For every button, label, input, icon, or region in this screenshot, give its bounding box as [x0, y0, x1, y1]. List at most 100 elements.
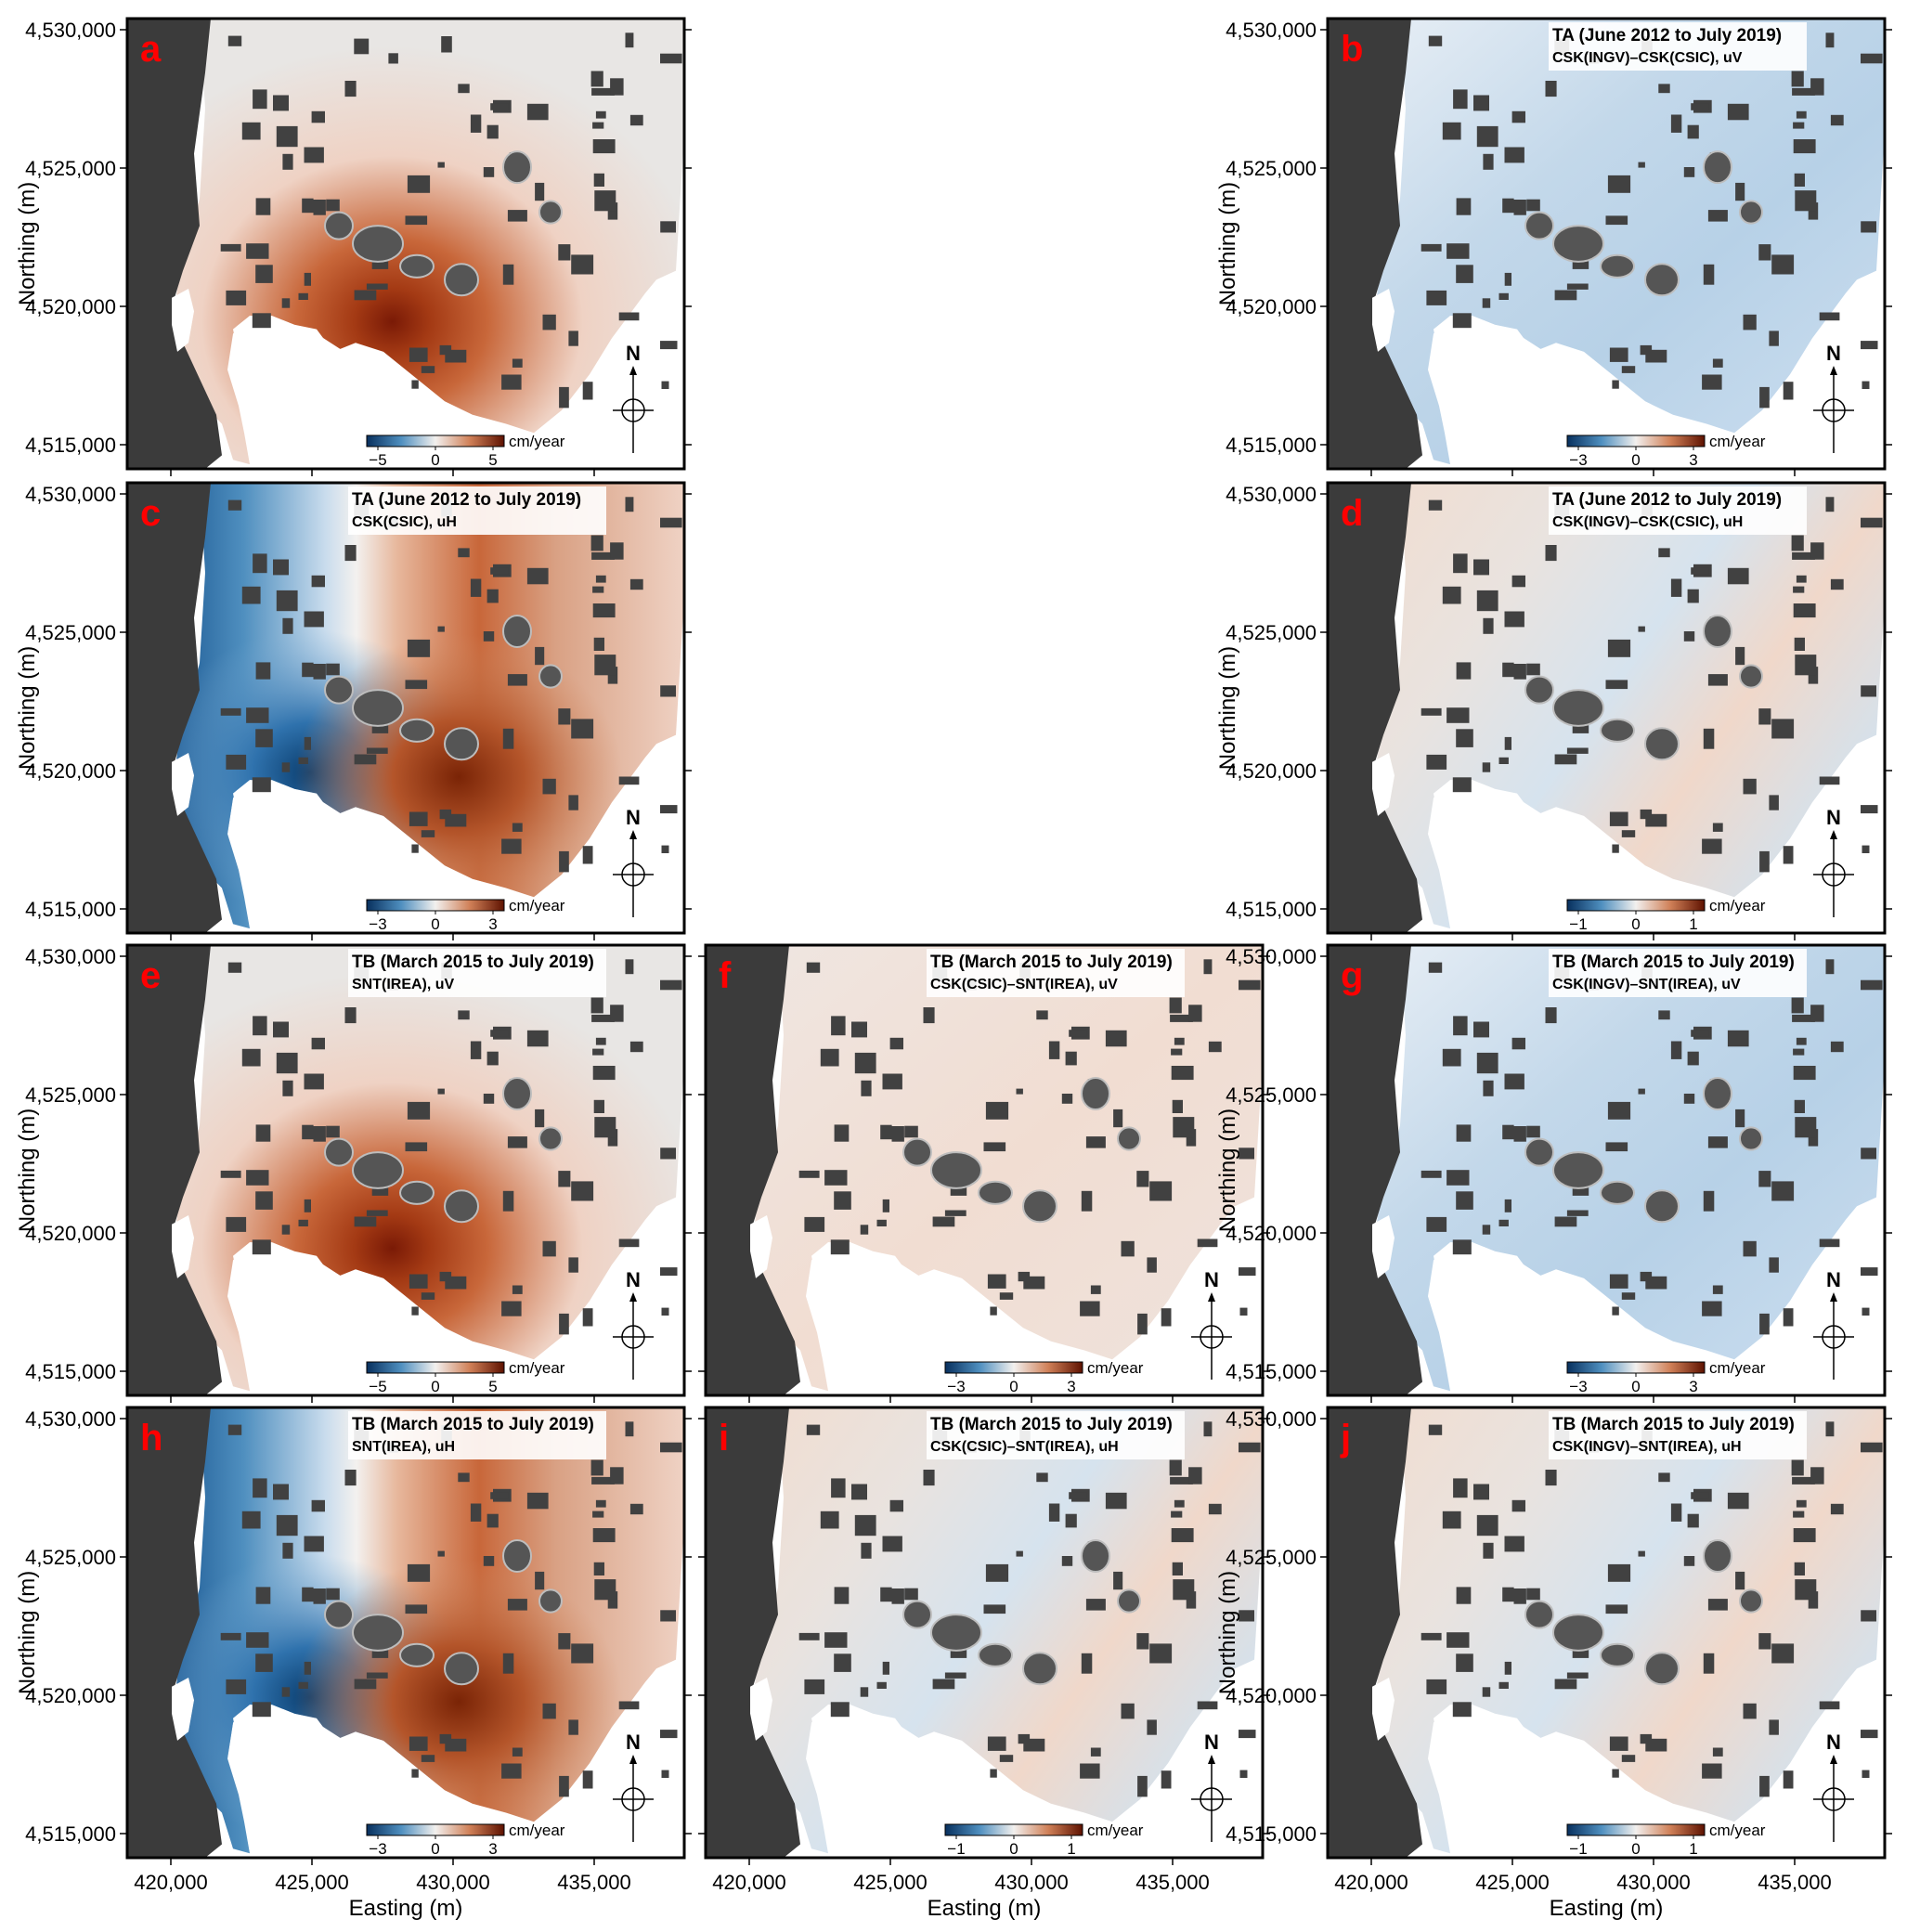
no-data-patch — [1727, 567, 1749, 585]
no-data-patch — [923, 1470, 935, 1486]
no-data-patch — [409, 811, 428, 826]
panel-subtitle: CSK(CSIC), uH — [352, 514, 457, 530]
no-data-patch — [281, 1687, 291, 1697]
panel-title: TA (June 2012 to July 2019) — [1552, 490, 1782, 510]
no-data-patch — [876, 1681, 887, 1689]
no-data-patch — [1081, 1653, 1093, 1674]
no-data-patch — [1743, 1240, 1757, 1257]
colorbar-tick-label: 3 — [1689, 451, 1697, 469]
no-data-patch — [298, 292, 308, 300]
no-data-patch — [298, 1219, 308, 1226]
no-data-patch — [1161, 1770, 1172, 1789]
no-data-patch — [1170, 1476, 1193, 1485]
no-data-patch — [220, 243, 241, 252]
no-data-patch — [1712, 1285, 1723, 1294]
crater-relief — [930, 1614, 982, 1652]
no-data-patch — [302, 198, 314, 214]
pozzuoli-bay — [233, 1705, 372, 1755]
no-data-patch — [1861, 1730, 1878, 1739]
no-data-patch — [1605, 215, 1628, 226]
panel-letter: f — [719, 955, 732, 996]
no-data-patch — [1545, 545, 1557, 562]
no-data-patch — [1498, 292, 1509, 300]
no-data-patch — [1683, 1094, 1695, 1104]
no-data-patch — [483, 1556, 495, 1566]
no-data-patch — [1452, 313, 1472, 329]
no-data-patch — [1702, 1301, 1722, 1316]
no-data-patch — [876, 1219, 887, 1226]
no-data-patch — [1504, 611, 1524, 628]
no-data-patch — [1511, 110, 1525, 123]
no-data-patch — [882, 1073, 902, 1090]
colorbar-tick-label: −1 — [1569, 1840, 1587, 1858]
crater-relief — [1600, 718, 1635, 743]
no-data-patch — [542, 314, 556, 331]
no-data-patch — [1482, 762, 1491, 772]
no-data-patch — [1612, 380, 1619, 389]
northing-tick-label: 4,515,000 — [25, 434, 116, 457]
north-arrowhead — [629, 1755, 637, 1764]
compass-ring — [1822, 398, 1846, 422]
no-data-patch — [344, 545, 357, 562]
colorbar-tick-label: −5 — [369, 451, 386, 469]
no-data-patch — [1735, 1109, 1745, 1128]
no-data-patch — [1830, 1041, 1844, 1053]
no-data-patch — [1825, 1421, 1835, 1437]
title-box — [1549, 22, 1807, 71]
no-data-patch — [591, 87, 615, 96]
shaded-relief-coast — [1328, 19, 1422, 469]
north-label: N — [1204, 1268, 1219, 1291]
no-data-patch — [1203, 959, 1213, 975]
no-data-patch — [1861, 805, 1878, 814]
map-panel-f: f TB (March 2015 to July 2019) CSK(CSIC)–S… — [698, 943, 1270, 1403]
no-data-patch — [1239, 1148, 1254, 1160]
no-data-patch — [1670, 578, 1682, 597]
no-data-patch — [932, 1216, 955, 1227]
no-data-patch — [405, 215, 428, 226]
no-data-patch — [820, 1048, 839, 1067]
crater-relief — [930, 1151, 982, 1189]
no-data-patch — [483, 167, 495, 177]
map-panel-a: a cm/year −5 0 5 N — [120, 17, 692, 476]
no-data-patch — [1771, 719, 1795, 739]
compass-ring — [1200, 1787, 1224, 1811]
no-data-patch — [1670, 114, 1682, 133]
no-data-patch — [1743, 1703, 1757, 1719]
easting-tick-label: 430,000 — [1616, 1871, 1691, 1894]
shaded-relief-coast — [127, 19, 222, 469]
no-data-patch — [1511, 575, 1525, 588]
panel-subtitle: CSK(CSIC)–SNT(IREA), uH — [930, 1439, 1119, 1455]
no-data-patch — [1793, 1528, 1816, 1543]
no-data-patch — [1197, 1701, 1218, 1710]
no-data-patch — [1502, 1124, 1514, 1140]
no-data-patch — [661, 845, 669, 853]
no-data-patch — [571, 254, 594, 275]
no-data-patch — [502, 1653, 514, 1674]
no-data-patch — [1707, 1599, 1728, 1611]
no-data-patch — [1793, 1511, 1805, 1518]
north-arrowhead — [1208, 1755, 1215, 1764]
no-data-patch — [1687, 1513, 1699, 1528]
crater-relief — [1703, 150, 1732, 185]
no-data-patch — [1511, 1037, 1525, 1050]
no-data-patch — [439, 809, 452, 820]
no-data-patch — [1612, 844, 1619, 853]
north-label: N — [626, 1731, 641, 1754]
no-data-patch — [458, 548, 470, 558]
crater-relief — [1739, 1126, 1763, 1151]
no-data-patch — [255, 1587, 271, 1604]
no-data-patch — [1687, 589, 1699, 603]
crater-relief — [1081, 1077, 1110, 1110]
no-data-patch — [806, 962, 821, 973]
no-data-patch — [831, 1016, 846, 1036]
crater-relief — [444, 1652, 479, 1686]
no-data-patch — [304, 1073, 324, 1090]
no-data-patch — [834, 1124, 850, 1142]
no-data-patch — [568, 331, 578, 346]
no-data-patch — [1640, 1271, 1653, 1282]
no-data-patch — [1670, 1503, 1682, 1522]
north-label: N — [1826, 1268, 1841, 1291]
no-data-patch — [661, 1307, 669, 1316]
no-data-patch — [1173, 1117, 1195, 1138]
no-data-patch — [1446, 1632, 1470, 1648]
